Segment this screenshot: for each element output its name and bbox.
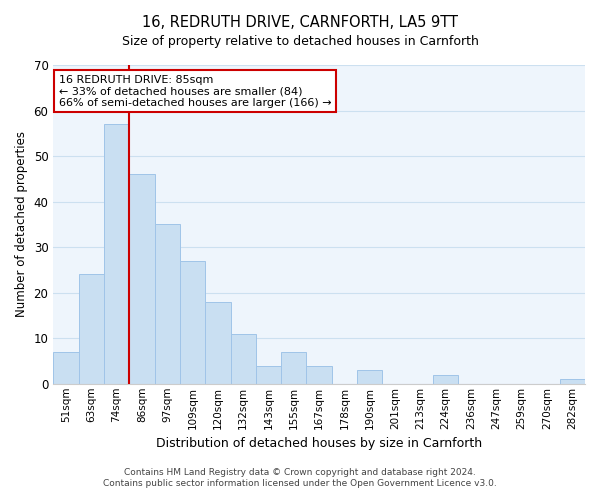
Bar bbox=[307, 366, 332, 384]
Bar bbox=[357, 370, 382, 384]
Bar bbox=[155, 224, 180, 384]
X-axis label: Distribution of detached houses by size in Carnforth: Distribution of detached houses by size … bbox=[156, 437, 482, 450]
Bar bbox=[180, 261, 205, 384]
Bar bbox=[560, 379, 585, 384]
Bar bbox=[79, 274, 104, 384]
Y-axis label: Number of detached properties: Number of detached properties bbox=[15, 132, 28, 318]
Text: Contains HM Land Registry data © Crown copyright and database right 2024.
Contai: Contains HM Land Registry data © Crown c… bbox=[103, 468, 497, 487]
Bar bbox=[433, 374, 458, 384]
Bar bbox=[104, 124, 129, 384]
Bar bbox=[256, 366, 281, 384]
Bar bbox=[230, 334, 256, 384]
Text: 16, REDRUTH DRIVE, CARNFORTH, LA5 9TT: 16, REDRUTH DRIVE, CARNFORTH, LA5 9TT bbox=[142, 15, 458, 30]
Text: 16 REDRUTH DRIVE: 85sqm
← 33% of detached houses are smaller (84)
66% of semi-de: 16 REDRUTH DRIVE: 85sqm ← 33% of detache… bbox=[59, 74, 331, 108]
Bar bbox=[205, 302, 230, 384]
Text: Size of property relative to detached houses in Carnforth: Size of property relative to detached ho… bbox=[122, 35, 478, 48]
Bar bbox=[53, 352, 79, 384]
Bar bbox=[129, 174, 155, 384]
Bar bbox=[281, 352, 307, 384]
